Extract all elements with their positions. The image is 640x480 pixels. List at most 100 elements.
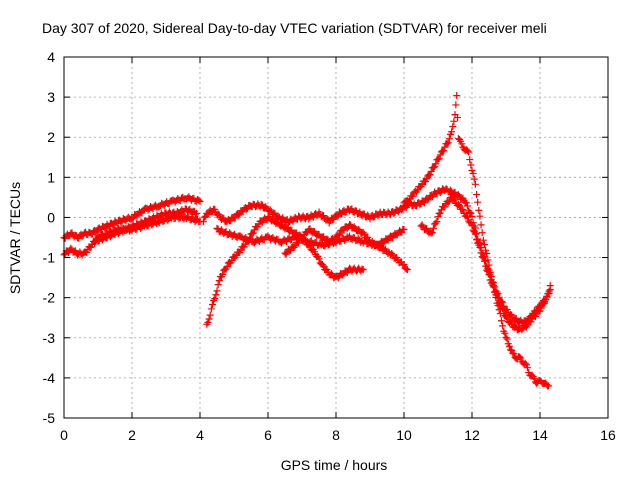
data-point xyxy=(478,253,486,261)
data-point xyxy=(436,209,444,217)
data-point xyxy=(128,215,136,223)
data-point xyxy=(67,244,75,252)
data-point xyxy=(144,206,152,214)
data-point xyxy=(537,304,545,312)
y-tick-label-0: -5 xyxy=(43,410,56,426)
data-point xyxy=(517,354,525,362)
data-point xyxy=(359,266,367,274)
data-point xyxy=(250,239,258,247)
data-point xyxy=(246,234,254,242)
data-point xyxy=(516,353,524,361)
data-point xyxy=(459,206,467,214)
data-point xyxy=(213,287,221,295)
data-point xyxy=(237,246,245,254)
data-point xyxy=(521,359,529,367)
data-point xyxy=(83,248,91,256)
data-point xyxy=(497,317,505,325)
series-track-j xyxy=(417,193,554,334)
data-point xyxy=(426,171,434,179)
data-point xyxy=(400,261,408,269)
data-point xyxy=(471,180,479,188)
data-point xyxy=(327,270,335,278)
data-point xyxy=(424,196,432,204)
data-point xyxy=(434,213,442,221)
data-point xyxy=(306,242,314,250)
data-point xyxy=(466,156,474,164)
data-point xyxy=(502,333,510,341)
x-axis-label: GPS time / hours xyxy=(281,457,388,473)
data-point xyxy=(470,175,478,183)
data-point xyxy=(471,230,479,238)
data-point xyxy=(333,212,341,220)
data-point xyxy=(469,226,477,234)
data-point xyxy=(208,300,216,308)
data-point xyxy=(214,281,222,289)
x-tick-label-3: 6 xyxy=(264,427,272,443)
data-point xyxy=(505,342,513,350)
data-point xyxy=(468,166,476,174)
data-point xyxy=(219,270,227,278)
data-point xyxy=(235,211,243,219)
data-point xyxy=(444,139,452,147)
data-point xyxy=(467,218,475,226)
x-tick-label-4: 8 xyxy=(332,427,340,443)
data-point xyxy=(429,163,437,171)
data-point xyxy=(499,305,507,313)
data-point xyxy=(463,147,471,155)
data-point xyxy=(462,212,470,220)
data-point xyxy=(245,237,253,245)
data-point xyxy=(445,135,453,143)
data-point xyxy=(467,209,475,217)
data-point xyxy=(242,205,250,213)
data-point xyxy=(458,140,466,148)
data-points xyxy=(60,92,554,390)
data-point xyxy=(315,255,323,263)
data-point xyxy=(454,191,462,199)
data-point xyxy=(484,267,492,275)
data-point xyxy=(511,322,519,330)
data-point xyxy=(476,212,484,220)
data-point xyxy=(402,265,410,273)
series-track-a xyxy=(60,193,204,242)
data-point xyxy=(295,239,303,247)
y-tick-label-4: -1 xyxy=(43,250,56,266)
data-point xyxy=(211,295,219,303)
data-point xyxy=(454,200,462,208)
data-point xyxy=(433,218,441,226)
data-point xyxy=(409,192,417,200)
y-tick-label-5: 0 xyxy=(47,209,55,225)
data-point xyxy=(191,210,199,218)
data-point xyxy=(429,224,437,232)
y-axis-label: SDTVAR / TECUs xyxy=(7,182,23,294)
data-point xyxy=(305,241,313,249)
data-point xyxy=(495,306,503,314)
data-point xyxy=(467,161,475,169)
data-point xyxy=(503,306,511,314)
data-point xyxy=(339,271,347,279)
y-tick-label-1: -4 xyxy=(43,370,56,386)
data-point xyxy=(193,209,201,217)
data-point xyxy=(264,232,272,240)
data-point xyxy=(477,221,485,229)
data-point xyxy=(223,263,231,271)
data-point xyxy=(436,151,444,159)
data-point xyxy=(195,196,203,204)
data-point xyxy=(530,375,538,383)
x-tick-label-6: 12 xyxy=(464,427,480,443)
data-point xyxy=(545,287,553,295)
data-point xyxy=(334,232,342,240)
data-point xyxy=(335,230,343,238)
data-point xyxy=(432,160,440,168)
data-point xyxy=(440,147,448,155)
data-point xyxy=(542,295,550,303)
data-point xyxy=(466,208,474,216)
data-point xyxy=(374,212,382,220)
data-point xyxy=(428,228,436,236)
data-point xyxy=(155,203,163,211)
data-point xyxy=(226,229,234,237)
data-point xyxy=(360,230,368,238)
data-point xyxy=(420,199,428,207)
data-point xyxy=(474,198,482,206)
data-point xyxy=(444,198,452,206)
